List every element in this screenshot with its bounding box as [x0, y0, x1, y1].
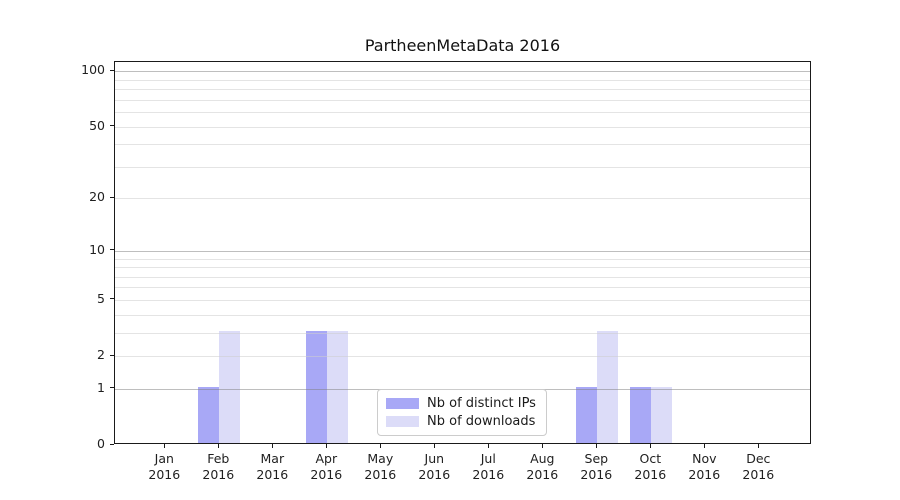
x-tick-label-mar: Mar 2016: [256, 451, 289, 482]
gridline-minor-70: [115, 99, 810, 101]
y-tick-label-20: 20: [89, 189, 105, 205]
x-tick-label-jan: Jan 2016: [148, 451, 181, 482]
gridline-minor-5: [115, 299, 810, 301]
legend-label-downloads: Nb of downloads: [427, 414, 536, 429]
x-tick-label-apr: Apr 2016: [310, 451, 343, 482]
y-tick-label-5: 5: [97, 290, 105, 306]
legend-swatch-ips: [386, 398, 419, 409]
bar-downloads-oct: [651, 386, 673, 443]
x-tick-label-jun: Jun 2016: [418, 451, 451, 482]
gridline-minor-6: [115, 287, 810, 289]
x-tick-mar: [271, 444, 273, 448]
gridline-minor-7: [115, 276, 810, 278]
bar-ips-apr: [306, 330, 328, 443]
legend-label-ips: Nb of distinct IPs: [427, 396, 536, 411]
gridline-major-10: [115, 250, 810, 252]
y-tick-label-0: 0: [97, 436, 105, 451]
y-tick-label-100: 100: [81, 62, 105, 78]
legend-row-ips: Nb of distinct IPs: [386, 396, 538, 411]
x-tick-sep: [595, 444, 597, 448]
gridline-minor-80: [115, 89, 810, 90]
x-tick-jun: [433, 444, 435, 448]
grid-layer: [115, 62, 810, 443]
gridline-minor-9: [115, 258, 810, 260]
bar-ips-sep: [576, 386, 598, 443]
bar-downloads-apr: [327, 330, 349, 443]
bar-downloads-sep: [597, 330, 619, 443]
gridline-minor-3: [115, 332, 810, 334]
x-tick-feb: [217, 444, 219, 448]
x-tick-dec: [757, 444, 759, 448]
gridline-minor-90: [115, 79, 810, 81]
x-tick-label-oct: Oct 2016: [634, 451, 667, 482]
plot-area: [114, 61, 811, 444]
x-tick-label-dec: Dec 2016: [742, 451, 775, 482]
x-tick-jan: [163, 444, 165, 448]
x-tick-label-may: May 2016: [364, 451, 397, 482]
x-tick-label-sep: Sep 2016: [580, 451, 613, 482]
bar-ips-oct: [630, 386, 652, 443]
legend-row-downloads: Nb of downloads: [386, 414, 538, 429]
chart-title: PartheenMetaData 2016: [364, 36, 561, 55]
y-tick-label-1: 1: [97, 379, 105, 395]
x-tick-label-jul: Jul 2016: [472, 451, 505, 482]
gridline-minor-4: [115, 314, 810, 316]
bar-downloads-feb: [219, 330, 241, 443]
gridline-minor-60: [115, 112, 810, 113]
bar-ips-feb: [198, 386, 220, 443]
x-tick-label-aug: Aug 2016: [526, 451, 559, 482]
gridline-minor-50: [115, 126, 810, 128]
y-tick-label-10: 10: [89, 241, 105, 257]
gridline-minor-2: [115, 356, 810, 357]
x-tick-aug: [541, 444, 543, 448]
x-tick-label-nov: Nov 2016: [688, 451, 721, 482]
legend: Nb of distinct IPs Nb of downloads: [377, 389, 547, 436]
x-tick-label-feb: Feb 2016: [202, 451, 235, 482]
x-tick-may: [379, 444, 381, 448]
gridline-minor-30: [115, 166, 810, 168]
gridline-minor-8: [115, 267, 810, 268]
x-tick-apr: [325, 444, 327, 448]
y-tick-label-2: 2: [97, 347, 105, 362]
y-tick-label-50: 50: [89, 117, 105, 133]
x-tick-jul: [487, 444, 489, 448]
bars-layer: [115, 62, 810, 443]
gridline-minor-20: [115, 198, 810, 200]
x-tick-oct: [649, 444, 651, 448]
x-tick-nov: [703, 444, 705, 448]
gridline-minor-40: [115, 144, 810, 146]
gridline-major-100: [115, 71, 810, 73]
legend-swatch-downloads: [386, 416, 419, 427]
